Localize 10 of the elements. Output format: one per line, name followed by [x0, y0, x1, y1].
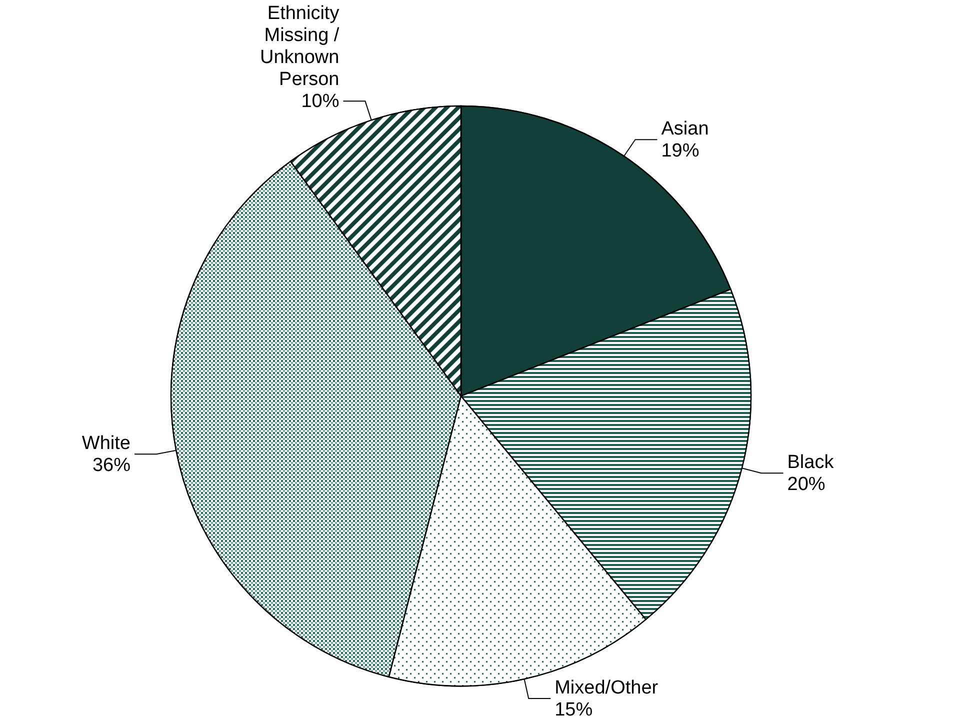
slice-label: Ethnicity Missing / Unknown Person: [260, 3, 340, 90]
data-label: 10%: [301, 91, 340, 112]
data-label: 20%: [787, 474, 826, 496]
data-label: 36%: [92, 455, 131, 476]
slice-label: White: [82, 433, 130, 454]
slice-label: Asian: [661, 118, 709, 140]
slice-label: Black: [787, 452, 834, 474]
data-label: 19%: [661, 140, 700, 162]
data-label: 15%: [554, 700, 593, 721]
slice-label: Mixed/Other: [554, 678, 659, 699]
